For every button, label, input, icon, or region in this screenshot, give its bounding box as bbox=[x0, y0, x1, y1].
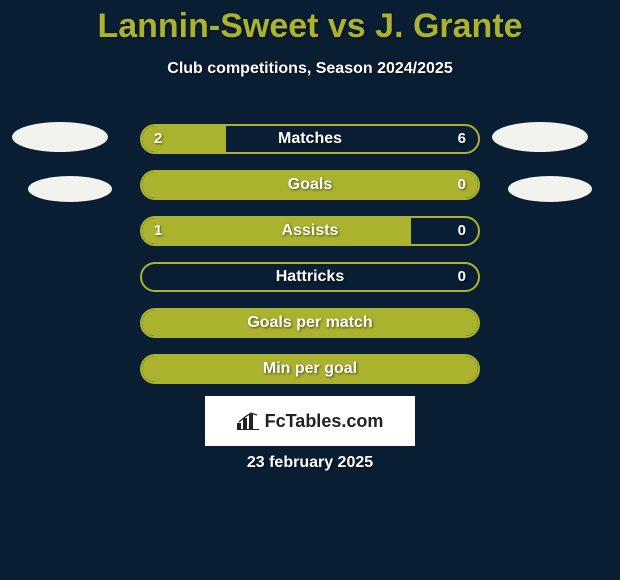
stat-row: Min per goal bbox=[140, 354, 480, 384]
stats-panel: Matches26Goals0Assists10Hattricks0Goals … bbox=[140, 124, 480, 400]
stat-label: Min per goal bbox=[142, 356, 478, 382]
stat-label: Hattricks bbox=[142, 264, 478, 290]
stat-value-right: 6 bbox=[458, 126, 466, 152]
stat-label: Goals bbox=[142, 172, 478, 198]
stat-label: Matches bbox=[142, 126, 478, 152]
decor-ellipse bbox=[12, 122, 108, 152]
stat-row: Hattricks0 bbox=[140, 262, 480, 292]
stat-value-left: 2 bbox=[154, 126, 162, 152]
date-stamp: 23 february 2025 bbox=[0, 454, 620, 472]
stat-row: Goals per match bbox=[140, 308, 480, 338]
stat-label: Assists bbox=[142, 218, 478, 244]
subtitle: Club competitions, Season 2024/2025 bbox=[0, 60, 620, 78]
bars-chart-icon bbox=[237, 412, 259, 430]
decor-ellipse bbox=[28, 176, 112, 202]
stat-row: Matches2 6 bbox=[140, 124, 480, 154]
stat-label: Goals per match bbox=[142, 310, 478, 336]
comparison-infographic: Lannin-Sweet vs J. Grante Club competiti… bbox=[0, 0, 620, 580]
source-badge-text: FcTables.com bbox=[265, 411, 384, 432]
page-title: Lannin-Sweet vs J. Grante bbox=[0, 0, 620, 47]
decor-ellipse bbox=[492, 122, 588, 152]
stat-row: Assists1 0 bbox=[140, 216, 480, 246]
stat-value-right: 0 bbox=[458, 172, 466, 198]
stat-value-right: 0 bbox=[458, 218, 466, 244]
stat-value-left: 1 bbox=[154, 218, 162, 244]
stat-row: Goals0 bbox=[140, 170, 480, 200]
stat-value-right: 0 bbox=[458, 264, 466, 290]
decor-ellipse bbox=[508, 176, 592, 202]
source-badge: FcTables.com bbox=[205, 396, 415, 446]
